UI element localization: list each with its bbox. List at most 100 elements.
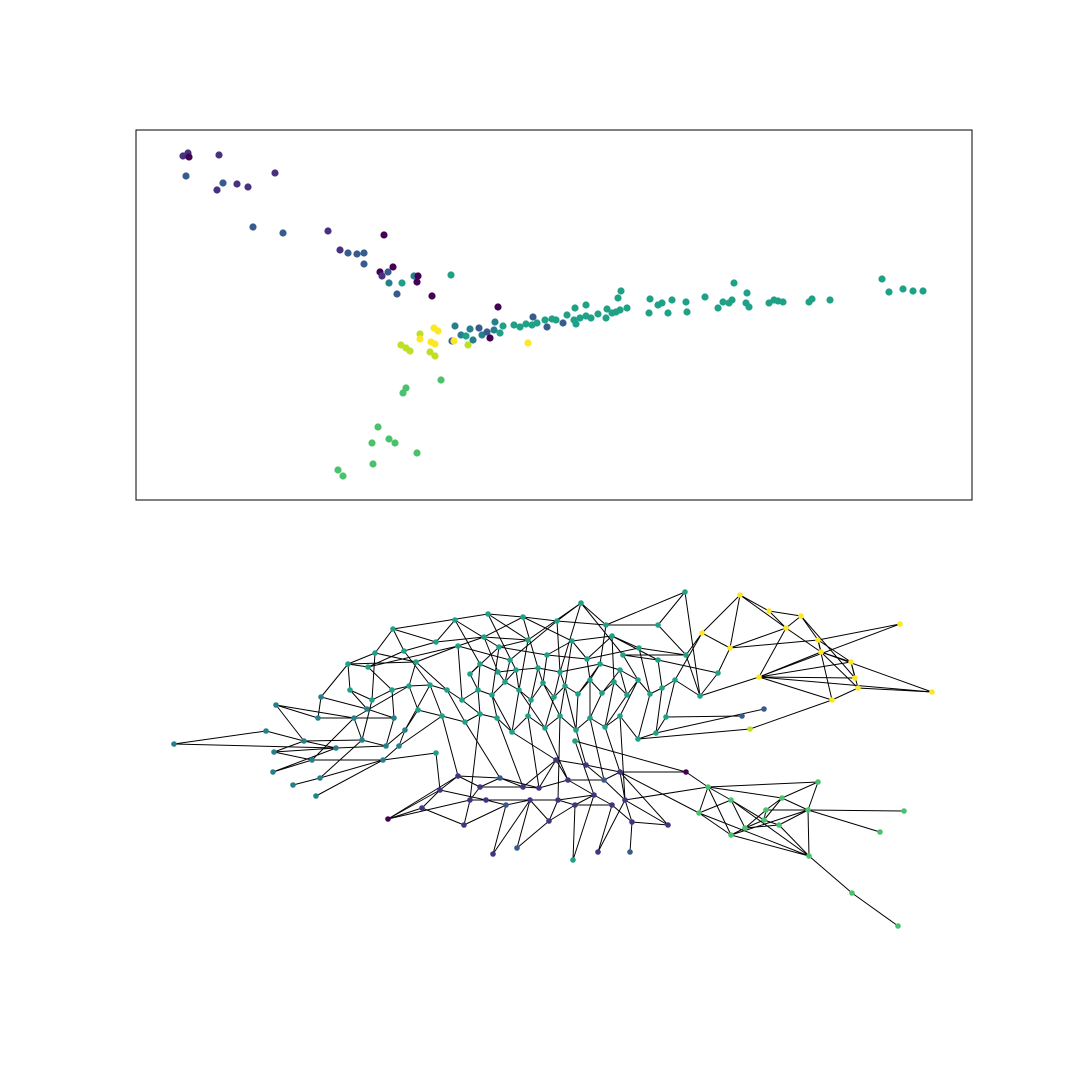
- graph-node: [815, 779, 821, 785]
- scatter-point: [614, 294, 622, 302]
- scatter-point: [213, 186, 221, 194]
- graph-node: [525, 713, 531, 719]
- graph-node: [514, 845, 520, 851]
- graph-edge: [585, 764, 605, 781]
- graph-edge: [446, 689, 466, 723]
- graph-edge: [597, 804, 613, 853]
- scatter-point: [533, 319, 541, 327]
- graph-edge: [707, 786, 783, 799]
- scatter-point: [701, 293, 709, 301]
- graph-node: [565, 777, 571, 783]
- graph-node: [433, 750, 439, 756]
- graph-node: [507, 657, 513, 663]
- scatter-point: [271, 169, 279, 177]
- graph-node: [611, 679, 617, 685]
- graph-node: [766, 608, 772, 614]
- graph-node: [602, 724, 608, 730]
- graph-node: [495, 669, 501, 675]
- scatter-point: [368, 439, 376, 447]
- graph-edge: [382, 745, 400, 761]
- scatter-point: [779, 298, 787, 306]
- graph-edge: [461, 699, 481, 715]
- graph-edge: [392, 613, 489, 630]
- scatter-point: [826, 296, 834, 304]
- graph-node: [419, 805, 425, 811]
- graph-edge: [807, 809, 810, 857]
- graph-edge: [758, 676, 833, 701]
- graph-node: [389, 687, 395, 693]
- graph-node: [601, 777, 607, 783]
- graph-node: [672, 677, 678, 683]
- graph-edge: [542, 682, 561, 717]
- graph-edge: [479, 663, 499, 673]
- graph-edge: [429, 684, 443, 717]
- scatter-point: [730, 279, 738, 287]
- graph-node: [663, 714, 669, 720]
- graph-node: [390, 626, 396, 632]
- graph-edge: [638, 647, 687, 656]
- graph-node: [171, 741, 177, 747]
- scatter-point: [406, 347, 414, 355]
- graph-node: [301, 738, 307, 744]
- graph-edge: [415, 661, 448, 691]
- graph-node: [587, 715, 593, 721]
- graph-edge: [730, 834, 810, 857]
- graph-edge: [530, 682, 544, 701]
- graph-edge: [487, 613, 529, 641]
- graph-node: [551, 694, 557, 700]
- graph-edge: [347, 663, 351, 691]
- graph-edge: [604, 681, 615, 728]
- graph-node: [509, 729, 515, 735]
- graph-edge: [758, 627, 787, 678]
- graph-edge: [586, 658, 591, 681]
- scatter-point: [416, 335, 424, 343]
- graph-edge: [557, 715, 561, 801]
- scatter-point: [393, 290, 401, 298]
- scatter-point: [450, 337, 458, 345]
- graph-node: [849, 890, 855, 896]
- graph-node: [624, 692, 630, 698]
- graph-node: [271, 749, 277, 755]
- graph-edge: [674, 679, 701, 697]
- scatter-point: [431, 352, 439, 360]
- graph-node: [369, 697, 375, 703]
- graph-edge: [498, 639, 529, 648]
- graph-edge: [353, 685, 410, 719]
- graph-edge: [622, 654, 639, 681]
- graph-edge: [317, 696, 322, 719]
- graph-node: [620, 652, 626, 658]
- graph-node: [647, 691, 653, 697]
- graph-edge: [624, 799, 633, 823]
- graph-edge: [483, 636, 499, 673]
- graph-edge: [361, 699, 373, 741]
- graph-node: [665, 822, 671, 828]
- graph-edge: [624, 786, 709, 801]
- graph-edge: [574, 740, 687, 773]
- graph-node: [798, 613, 804, 619]
- scatter-point: [529, 313, 537, 321]
- graph-node: [402, 727, 408, 733]
- graph-node: [761, 706, 767, 712]
- graph-node: [544, 652, 550, 658]
- graph-edge: [469, 673, 479, 691]
- graph-edge: [518, 639, 529, 691]
- graph-node: [347, 687, 353, 693]
- graph-edge: [575, 693, 579, 731]
- graph-edge: [538, 759, 557, 789]
- graph-node: [635, 736, 641, 742]
- graph-edge: [619, 771, 669, 826]
- scatter-point: [510, 321, 518, 329]
- graph-edge: [353, 717, 363, 741]
- graph-node: [756, 674, 762, 680]
- scatter-point: [384, 268, 392, 276]
- graph-edge: [408, 661, 417, 687]
- scatter-point: [466, 325, 474, 333]
- graph-edge: [707, 781, 819, 788]
- graph-node: [475, 687, 481, 693]
- scatter-point: [494, 303, 502, 311]
- graph-edge: [499, 777, 524, 788]
- graph-edge: [851, 892, 899, 927]
- graph-node: [540, 680, 546, 686]
- scatter-point: [714, 304, 722, 312]
- scatter-point: [336, 246, 344, 254]
